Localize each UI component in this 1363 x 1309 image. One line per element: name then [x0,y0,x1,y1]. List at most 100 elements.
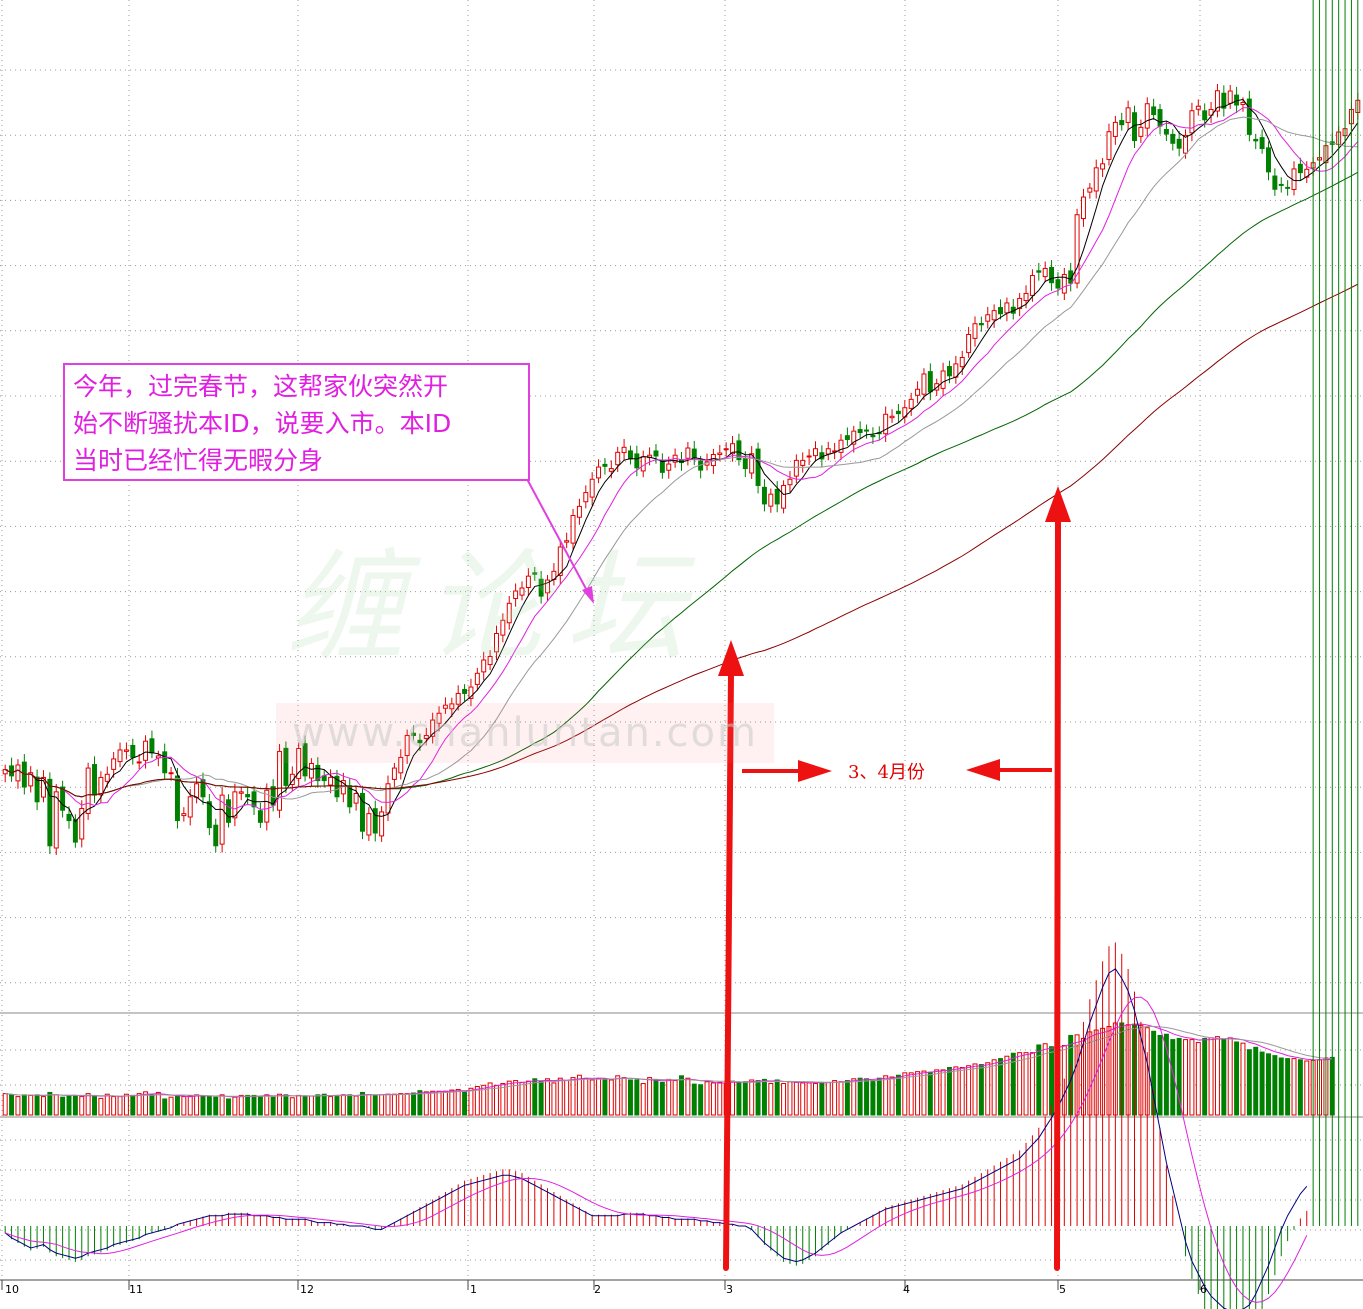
volume-bar [372,1094,378,1116]
volume-bar [589,1079,595,1116]
volume-bar [902,1072,908,1116]
volume-bar [277,1093,283,1116]
candle-body [608,468,614,472]
volume-bar [347,1094,353,1116]
volume-bar [621,1077,627,1116]
volume-bar [1029,1052,1035,1116]
candle-body [136,761,142,764]
volume-bar [570,1077,576,1116]
candle-body [857,429,863,434]
candle-body [1240,101,1246,106]
candle-body [111,758,117,770]
candle-body [79,808,85,840]
volume-bar [2,1093,8,1116]
candle-body [181,813,187,817]
volume-bar [608,1079,614,1116]
volume-bar [946,1067,952,1116]
candle-body [398,756,404,774]
volume-bar [1304,1060,1310,1116]
candle-body [385,783,391,814]
volume-bar [328,1096,334,1116]
volume-bar [334,1094,340,1116]
candle-body [1029,275,1035,296]
volume-bar [104,1093,110,1116]
volume-bar [487,1082,493,1116]
candle-body [60,786,66,811]
volume-bar [315,1094,321,1116]
volume-bar [34,1094,40,1116]
candle-body [334,775,340,798]
macd-panel [4,0,1359,1309]
annotation-callout: 今年，过完春节，这帮家伙突然开 始不断骚扰本ID，说要入市。本ID 当时已经忙得… [63,363,530,481]
volume-bar [966,1065,972,1116]
candle-body [959,357,965,368]
volume-bar [1278,1057,1284,1116]
candle-body [978,323,984,326]
candle-body [749,453,755,474]
candle-body [915,388,921,396]
candle-body [213,824,219,847]
candle-body [123,749,129,752]
volume-bar [972,1063,978,1116]
volume-bar [704,1081,710,1116]
candle-body [570,515,576,544]
candle-body [1074,214,1080,284]
volume-bar [895,1074,901,1116]
volume-bar [781,1083,787,1116]
candle-body [264,789,270,823]
volume-bar [1202,1037,1208,1116]
volume-bar [85,1093,91,1116]
volume-bar [168,1096,174,1116]
candle-body [1055,279,1061,289]
candle-body [761,486,767,505]
volume-bar [557,1077,563,1116]
candle-body [564,540,570,543]
volume-bar [774,1079,780,1116]
candle-body [1227,90,1233,104]
candle-body [768,493,774,507]
volume-bar [876,1077,882,1116]
ma120-line [4,283,1359,798]
candle-body [538,578,544,597]
candle-body [391,767,397,780]
volume-bar [659,1081,665,1116]
candle-body [462,689,468,694]
candle-body [1093,167,1099,192]
candle-body [15,764,21,782]
volume-bar [998,1058,1003,1116]
volume-bar [449,1089,455,1116]
candle-body [481,659,487,673]
candle-body [353,792,359,804]
volume-bar [857,1077,863,1116]
candle-body [1163,129,1169,135]
volume-bar [742,1081,748,1116]
vertical-arrow-right-shaft [1054,515,1061,1271]
volume-bar [283,1094,289,1116]
volume-bar [634,1079,640,1116]
candle-body [1138,126,1144,137]
vertical-arrow-right-head [1045,486,1071,522]
candle-body [864,429,870,432]
volume-bar [1157,1034,1163,1116]
candle-body [130,744,136,758]
volume-bar [538,1080,544,1116]
candle-body [851,430,857,445]
volume-bar [1176,1037,1182,1116]
volume-bar [1163,1033,1169,1116]
watermark-logo: 缠论坛 [285,539,705,678]
candle-body [1151,106,1157,116]
volume-bar [92,1096,97,1116]
volume-bar [404,1093,410,1116]
volume-bar [340,1094,346,1116]
candle-body [730,443,736,455]
volume-bar [1042,1043,1048,1116]
volume-bar [1214,1036,1220,1116]
volume-bar [60,1096,66,1116]
volume-bar [666,1078,672,1116]
volume-bar [353,1095,359,1116]
candle-body [621,446,627,454]
candle-body [1297,163,1303,174]
volume-bar [851,1078,857,1116]
candle-body [500,619,506,636]
x-tick-label: 10 [5,1283,19,1296]
